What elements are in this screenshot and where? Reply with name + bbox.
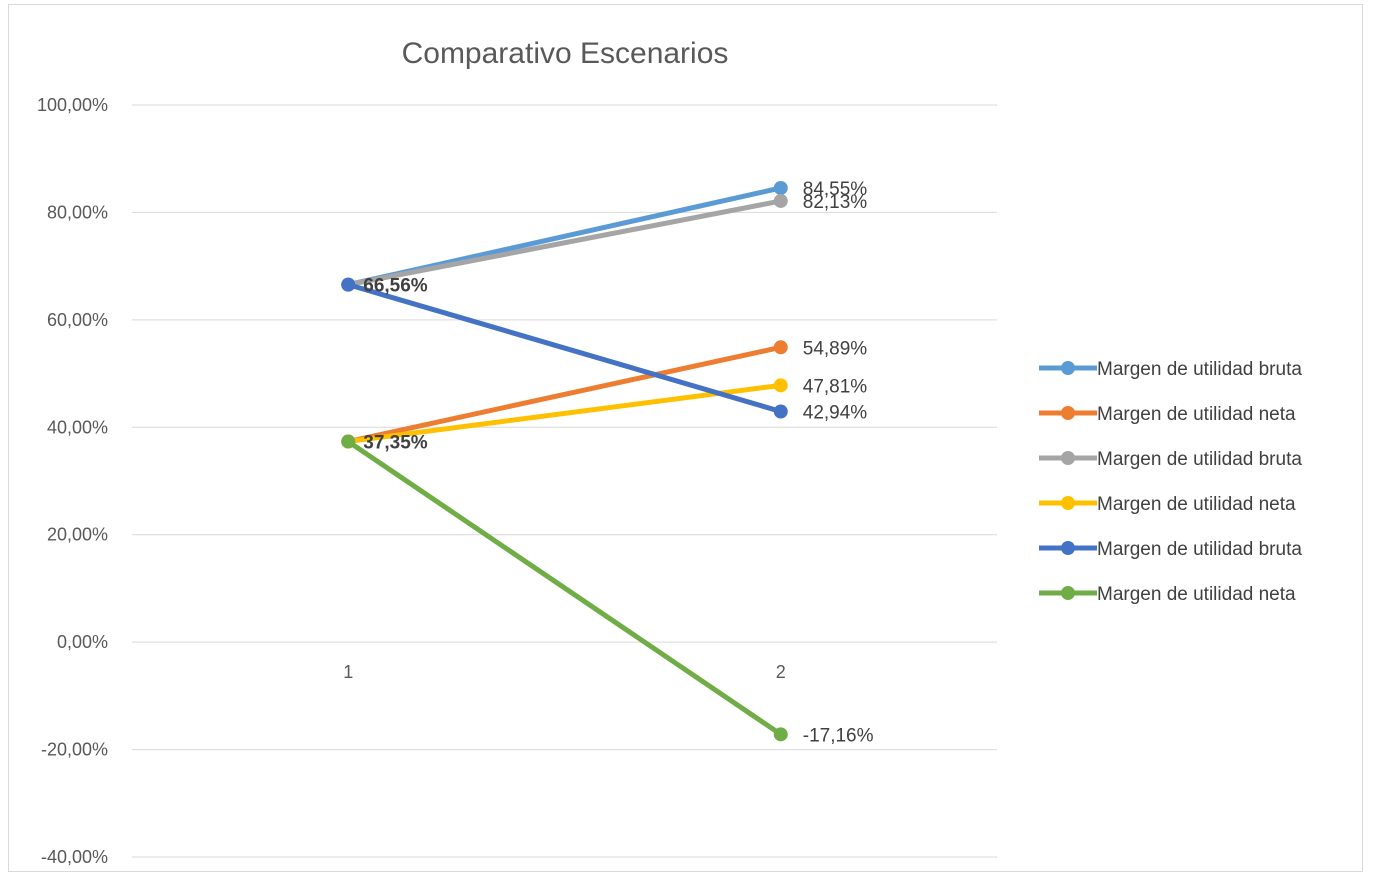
legend-label: Margen de utilidad bruta [1097, 359, 1302, 380]
data-point [341, 277, 356, 292]
data-point [773, 727, 788, 742]
legend-swatch-marker [1061, 406, 1075, 420]
data-point [773, 180, 788, 195]
data-label: 84,55% [803, 179, 868, 200]
series-line [345, 439, 784, 737]
data-label: 54,89% [803, 338, 868, 359]
y-tick-label: 40,00% [47, 417, 108, 437]
data-point [341, 434, 356, 449]
legend-item: Margen de utilidad neta [1039, 404, 1296, 425]
data-label: -17,16% [803, 725, 874, 746]
series-line [345, 344, 784, 445]
legend: Margen de utilidad bruta Margen de utilid… [1039, 359, 1302, 605]
legend-label: Margen de utilidad bruta [1097, 539, 1302, 560]
y-tick-label: -40,00% [41, 847, 108, 867]
y-tick-label: 100,00% [37, 95, 108, 115]
data-label: 37,35% [363, 433, 428, 454]
data-labels: 84,55% 54,89% 82,13% 47,81% 66,56% 42,94% 37,3… [363, 179, 873, 746]
chart-title: Comparativo Escenarios [402, 37, 729, 70]
series-lines [341, 180, 788, 742]
legend-label: Margen de utilidad neta [1097, 404, 1296, 425]
chart-svg: Comparativo Escenarios -40,00% -20,00% 0,0… [37, 37, 1302, 867]
data-point [773, 378, 788, 393]
data-label: 47,81% [803, 376, 868, 397]
legend-swatch-marker [1061, 451, 1075, 465]
legend-swatch-marker [1061, 586, 1075, 600]
gridlines [132, 104, 997, 858]
legend-label: Margen de utilidad bruta [1097, 449, 1302, 470]
y-tick-label: 0,00% [57, 632, 108, 652]
series-5 [341, 277, 788, 419]
legend-label: Margen de utilidad neta [1097, 494, 1296, 515]
x-tick-label: 2 [776, 662, 786, 682]
legend-item: Margen de utilidad bruta [1039, 539, 1302, 560]
series-line [345, 282, 784, 414]
series-6 [341, 434, 788, 742]
data-label: 66,56% [363, 276, 428, 297]
y-axis-tick-labels: -40,00% -20,00% 0,00% 20,00% 40,00% 60,00% 80,… [37, 95, 108, 867]
data-point [773, 340, 788, 355]
data-point [773, 404, 788, 419]
legend-swatch-marker [1061, 541, 1075, 555]
chart-area: Comparativo Escenarios -40,00% -20,00% 0,0… [8, 4, 1363, 872]
y-tick-label: 20,00% [47, 525, 108, 545]
series-line [345, 382, 784, 445]
y-tick-label: -20,00% [41, 740, 108, 760]
y-tick-label: 60,00% [47, 310, 108, 330]
data-label: 82,13% [803, 192, 868, 213]
legend-item: Margen de utilidad bruta [1039, 449, 1302, 470]
series-line [345, 198, 784, 288]
x-tick-label: 1 [343, 662, 353, 682]
legend-label: Margen de utilidad neta [1097, 584, 1296, 605]
legend-item: Margen de utilidad neta [1039, 494, 1296, 515]
legend-item: Margen de utilidad neta [1039, 584, 1296, 605]
legend-item: Margen de utilidad bruta [1039, 359, 1302, 380]
y-tick-label: 80,00% [47, 202, 108, 222]
data-label: 42,94% [803, 402, 868, 423]
data-point [773, 193, 788, 208]
legend-swatch-marker [1061, 496, 1075, 510]
legend-swatch-marker [1061, 361, 1075, 375]
